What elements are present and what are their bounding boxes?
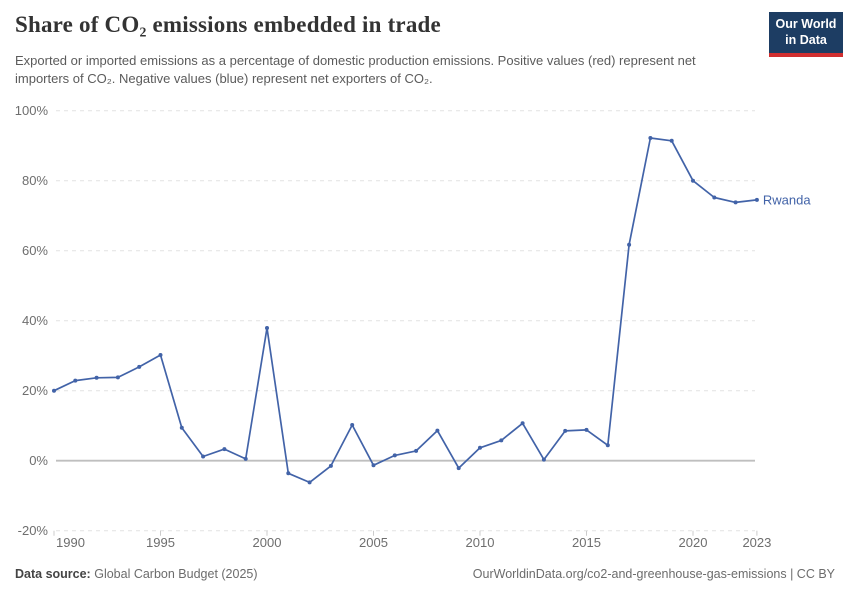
data-point[interactable] [563,428,568,433]
data-point[interactable] [179,425,184,430]
data-point[interactable] [328,463,333,468]
owid-logo-line2: in Data [785,32,827,47]
x-axis-label: 2020 [679,535,708,550]
data-source-value: Global Carbon Budget (2025) [94,567,258,581]
data-point[interactable] [222,447,227,452]
data-point[interactable] [541,457,546,462]
data-point[interactable] [478,445,482,450]
data-point[interactable] [158,353,163,357]
data-point[interactable] [691,178,695,183]
data-point[interactable] [286,471,291,476]
data-point[interactable] [584,427,589,432]
owid-logo[interactable]: Our World in Data [769,12,843,57]
x-axis-label: 2023 [742,535,771,550]
y-axis-label: -20% [18,523,49,538]
data-point[interactable] [243,456,248,461]
x-axis-label: 2015 [572,535,601,550]
chart-footer: Data source: Global Carbon Budget (2025)… [15,567,835,581]
data-point[interactable] [648,136,653,140]
trend-line[interactable] [53,137,758,484]
data-point[interactable] [627,242,632,247]
y-axis-label: 100% [15,103,49,118]
data-point[interactable] [520,421,525,426]
data-point[interactable] [371,463,376,468]
y-axis-label: 80% [22,173,48,188]
page-title: Share of CO₂ emissions embedded in trade [15,12,441,37]
owid-logo-line1: Our World [775,17,837,31]
data-source: Data source: Global Carbon Budget (2025) [15,567,258,581]
data-point[interactable] [265,326,269,330]
y-axis-label: 40% [22,313,48,328]
data-point[interactable] [435,428,440,433]
x-axis-label: 2010 [466,535,495,550]
credit-link[interactable]: OurWorldinData.org/co2-and-greenhouse-ga… [472,567,835,581]
data-point[interactable] [669,138,674,143]
data-point[interactable] [73,378,78,383]
data-point[interactable] [137,364,142,369]
data-point[interactable] [712,195,717,200]
y-axis-label: 0% [29,453,48,468]
data-point[interactable] [392,453,397,458]
data-point[interactable] [350,423,355,427]
data-point[interactable] [733,200,738,205]
data-point[interactable] [754,197,759,202]
data-point[interactable] [201,454,206,459]
data-point[interactable] [499,438,504,443]
x-axis-label: 1990 [56,535,85,550]
data-point[interactable] [307,480,312,485]
y-axis-label: 20% [22,383,48,398]
series-end-label[interactable]: Rwanda [763,192,811,207]
data-point[interactable] [115,375,120,380]
data-source-label: Data source: [15,567,91,581]
x-axis-label: 2005 [359,535,388,550]
y-axis-label: 60% [22,243,48,258]
data-point[interactable] [94,375,99,380]
data-point[interactable] [605,443,610,448]
x-axis-label: 1995 [146,535,175,550]
data-point[interactable] [52,388,56,393]
x-axis-label: 2000 [253,535,282,550]
chart-svg[interactable]: 100% 80% 60% 40% 20% 0% -20% 1990 1995 2000 2005 20… [0,95,850,555]
data-point[interactable] [414,448,419,453]
data-point[interactable] [456,466,461,471]
chart-subtitle: Exported or imported emissions as a perc… [15,53,696,87]
